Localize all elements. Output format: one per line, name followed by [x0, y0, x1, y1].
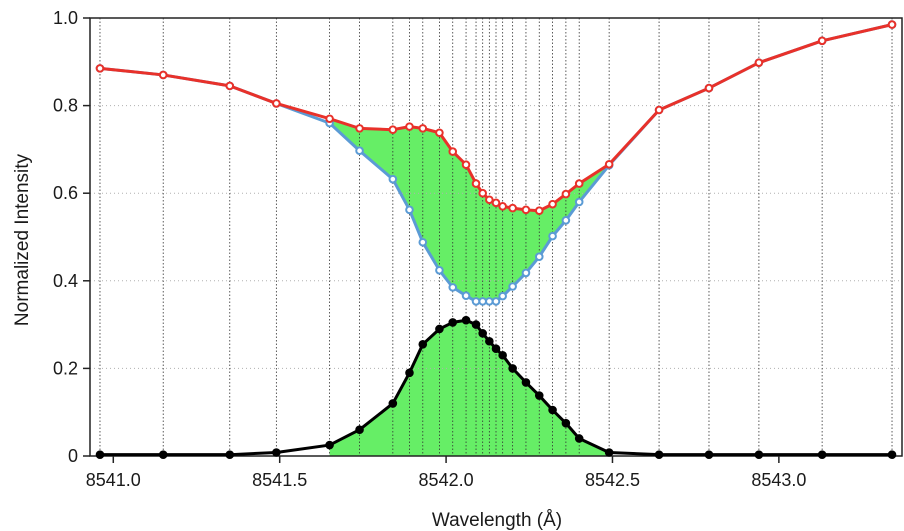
series-1-point [654, 105, 664, 115]
series-1-point [478, 188, 487, 198]
series-2-point [561, 418, 571, 428]
y-tick-label: 0.6 [53, 183, 78, 203]
series-1-point [498, 202, 507, 211]
series-1-point [887, 20, 897, 29]
series-1-point [604, 159, 614, 169]
series-0-point [471, 297, 481, 306]
series-0-point [461, 291, 471, 300]
series-1-point [355, 124, 364, 133]
series-0-point [508, 282, 517, 291]
x-tick-label: 8542.0 [419, 470, 474, 490]
series-0-point [478, 297, 487, 306]
series-2-point [521, 378, 531, 387]
series-2-point [548, 405, 557, 415]
series-1-point [817, 36, 827, 46]
series-2-point [574, 434, 584, 443]
series-2-point [654, 450, 664, 459]
fill-under-difference [329, 320, 610, 456]
axes: 8541.0 8541.5 8542.0 8542.5 8543.0 0 0.2 0.4 0.6… [53, 8, 806, 490]
series-1-point [471, 179, 481, 188]
series-0-point [521, 268, 531, 278]
series-2-point [405, 368, 414, 378]
y-tick-label: 0.8 [53, 96, 78, 116]
series-0-point [448, 283, 458, 292]
series-1-point [388, 125, 398, 134]
y-axis-label: Normalized Intensity [12, 153, 33, 326]
x-axis-label: Wavelength (Å) [432, 510, 562, 531]
series-1-point [534, 206, 544, 216]
series-2-point [435, 324, 444, 334]
series-2-point [498, 350, 507, 360]
series-1-point [225, 81, 235, 91]
series-1-point [461, 160, 471, 170]
series-1-point [704, 83, 714, 93]
series-2-point [448, 318, 458, 327]
data-series [95, 20, 897, 459]
series-1-point [548, 199, 557, 209]
series-0-point [418, 237, 428, 247]
x-tick-label: 8541.0 [86, 470, 141, 490]
series-0-point [405, 205, 414, 215]
series-0-point [561, 216, 571, 225]
series-0-point [388, 174, 398, 184]
series-1-point [418, 124, 428, 133]
series-0-point [534, 252, 544, 262]
series-1-point [561, 189, 571, 199]
series-2-point [388, 399, 398, 408]
series-2-point [272, 448, 281, 457]
series-2-point [418, 340, 428, 349]
x-tick-label: 8543.0 [751, 470, 806, 490]
series-0-point [498, 291, 507, 301]
series-2-point [604, 448, 614, 457]
series-1-point [508, 203, 517, 213]
series-1-point [485, 195, 494, 205]
x-tick-label: 8542.5 [585, 470, 640, 490]
series-1-point [574, 179, 584, 188]
y-tick-label: 1.0 [53, 8, 78, 28]
series-0-point [548, 231, 557, 241]
series-1-point [405, 122, 414, 131]
series-2-point [461, 315, 471, 325]
series-0-point [485, 297, 494, 306]
series-2-point [887, 450, 897, 459]
series-2-point [478, 329, 487, 338]
series-2-point [704, 450, 714, 459]
series-2-point [508, 364, 517, 373]
series-2-point [754, 450, 764, 459]
series-1-point [754, 58, 764, 67]
series-2-point [471, 320, 481, 329]
y-tick-label: 0.4 [53, 271, 78, 291]
series-2-point [485, 336, 494, 346]
series-1-point [158, 70, 168, 80]
series-1-point [272, 99, 281, 108]
series-2-point [534, 391, 544, 400]
y-tick-label: 0 [68, 446, 78, 466]
series-1-point [491, 198, 501, 208]
series-2-point [95, 450, 105, 459]
y-tick-label: 0.2 [53, 358, 78, 378]
series-1-point [95, 64, 105, 73]
fill-between-profiles [329, 118, 610, 302]
series-0-point [435, 265, 444, 275]
series-2-point [355, 425, 364, 435]
series-2-point [325, 440, 334, 450]
series-2-point [158, 450, 168, 459]
grid-lines [90, 18, 902, 456]
series-1-point [521, 205, 531, 215]
series-1-point [448, 147, 458, 156]
series-0-point [491, 297, 501, 306]
series-0-point [574, 197, 584, 207]
series-2-point [491, 344, 501, 353]
series-2-point [225, 450, 235, 459]
series-0-point [355, 146, 364, 156]
x-tick-label: 8541.5 [252, 470, 307, 490]
series-1-point [325, 114, 334, 124]
series-2-point [817, 450, 827, 459]
plot-frame [89, 17, 903, 457]
series-1-point [435, 128, 444, 138]
